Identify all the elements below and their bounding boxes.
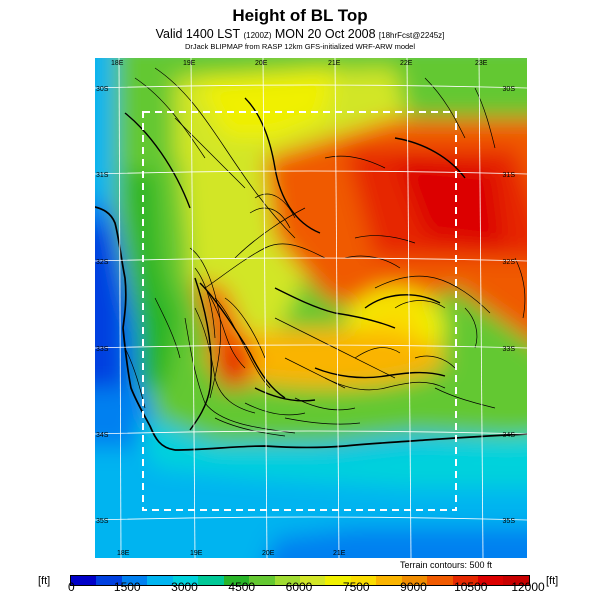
color-swatch — [96, 576, 122, 585]
lat-label-left-30s: 30S — [96, 86, 109, 93]
color-swatch — [401, 576, 428, 585]
unit-label-right: [ft] — [546, 575, 559, 587]
color-swatch — [427, 576, 453, 585]
inner-domain-box — [142, 111, 457, 511]
forecast-tag: [18hrFcst@2245z] — [378, 31, 445, 40]
color-tick-label: 7500 — [342, 580, 370, 594]
color-tick-label: 10500 — [454, 580, 488, 594]
lat-label-right-32s: 32S — [503, 259, 516, 266]
lat-label-left-31s: 31S — [96, 172, 109, 179]
color-tick-label: 6000 — [285, 580, 313, 594]
color-swatch — [274, 576, 300, 585]
color-swatch — [325, 576, 351, 585]
color-swatch — [147, 576, 173, 585]
color-swatch — [121, 576, 148, 585]
color-tick-label: 0 — [67, 580, 75, 594]
valid-date: MON 20 Oct 2008 — [274, 27, 376, 41]
lon-label-bottom-19e: 19E — [190, 550, 203, 557]
lat-label-right-30s: 30S — [503, 86, 516, 93]
lat-label-right-31s: 31S — [503, 172, 516, 179]
color-tick-label: 3000 — [171, 580, 198, 594]
lat-label-right-35s: 35S — [503, 518, 516, 525]
lat-label-left-34s: 34S — [96, 432, 109, 439]
color-swatch — [223, 576, 250, 585]
valid-time-line: Valid 1400 LST (1200Z) MON 20 Oct 2008 [… — [0, 27, 600, 41]
lat-label-right-34s: 34S — [503, 432, 516, 439]
model-credit: DrJack BLIPMAP from RASP 12km GFS-initia… — [184, 42, 416, 51]
color-swatch — [503, 576, 529, 585]
bl-top-map: 18E 19E 20E 21E 22E 23E 18E 19E 20E 21E … — [95, 58, 527, 558]
lat-label-left-35s: 35S — [96, 518, 109, 525]
valid-prefix: Valid 1400 LST — [155, 27, 241, 41]
unit-label-left: [ft] — [38, 575, 51, 587]
lat-label-left-33s: 33S — [96, 346, 109, 353]
color-swatch — [299, 576, 326, 585]
lon-label-bottom-21e: 21E — [333, 550, 346, 557]
valid-utc: (1200Z) — [243, 31, 272, 40]
lon-label-bottom-20e: 20E — [262, 550, 275, 557]
lon-label-bottom-18e: 18E — [117, 550, 130, 557]
lat-label-left-32s: 32S — [96, 259, 109, 266]
bold-contours — [124, 97, 466, 431]
color-scale-ticks: 0 1500 3000 4500 6000 7500 9000 10500 12000 — [67, 580, 545, 600]
lon-label-top-22e: 22E — [400, 60, 413, 67]
lon-label-top-23e: 23E — [475, 60, 488, 67]
color-tick-label: 1500 — [113, 580, 141, 594]
color-swatch — [376, 576, 402, 585]
terrain-contours — [124, 67, 526, 437]
color-swatch — [198, 576, 224, 585]
color-swatch — [172, 576, 199, 585]
color-scale-bar — [70, 575, 530, 586]
color-swatch — [71, 576, 97, 585]
color-tick-label: 12000 — [511, 580, 545, 594]
lon-label-top-20e: 20E — [255, 60, 268, 67]
color-swatch — [249, 576, 275, 585]
lat-label-right-33s: 33S — [503, 346, 516, 353]
color-swatch — [452, 576, 478, 585]
lon-label-top-18e: 18E — [111, 60, 124, 67]
color-tick-label: 4500 — [228, 580, 256, 594]
lon-label-top-21e: 21E — [328, 60, 341, 67]
color-tick-label: 9000 — [400, 580, 427, 594]
chart-title: Height of BL Top — [232, 6, 368, 25]
lon-label-top-19e: 19E — [183, 60, 196, 67]
color-swatch — [478, 576, 504, 585]
terrain-contour-note: Terrain contours: 500 ft — [400, 560, 493, 570]
latlon-grid — [95, 58, 527, 558]
color-swatch — [350, 576, 377, 585]
